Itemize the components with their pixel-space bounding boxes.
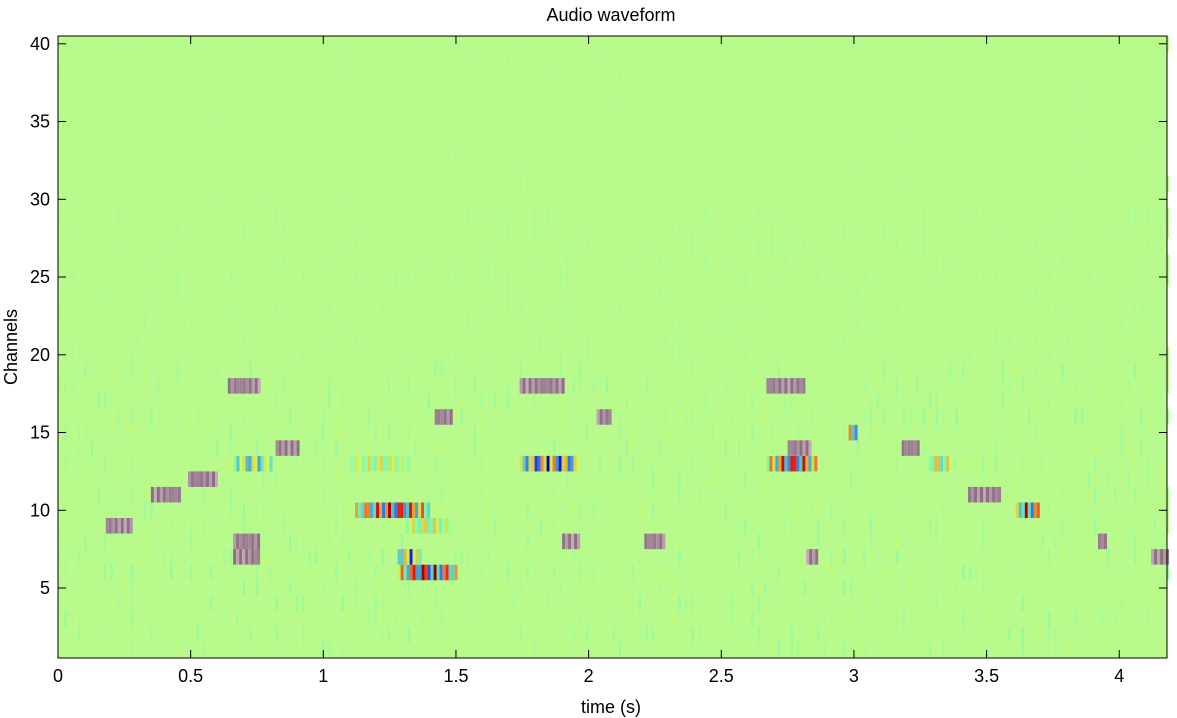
heatmap-event [275, 440, 300, 456]
heatmap-event [188, 471, 218, 487]
y-axis-label: Channels [1, 309, 21, 385]
heatmap-event [397, 564, 458, 581]
heatmap-event [806, 549, 819, 565]
x-axis: 0 0.5 1 1.5 2 2.5 3 3.5 4 [53, 36, 1124, 686]
heatmap-event [787, 440, 812, 456]
heatmap-event [397, 549, 422, 565]
plot-frame [57, 35, 1168, 659]
heatmap-event [1151, 549, 1170, 565]
heatmap-event [402, 518, 451, 534]
heatmap-event [596, 409, 612, 425]
heatmap-event [848, 424, 858, 441]
y-tick-label: 20 [30, 345, 50, 365]
y-tick-label: 15 [30, 423, 50, 443]
y-tick-label: 5 [40, 578, 50, 598]
x-tick-label: 2 [584, 666, 594, 686]
heatmap-event [349, 455, 410, 472]
plot-area [57, 35, 1170, 659]
x-tick-label: 3 [849, 666, 859, 686]
x-tick-label: 2.5 [709, 666, 734, 686]
heatmap-event [644, 533, 666, 550]
heatmap-event [233, 533, 261, 550]
heatmap-event [562, 533, 581, 550]
heatmap-event [519, 378, 565, 394]
x-tick-label: 0.5 [178, 666, 203, 686]
x-tick-label: 3.5 [974, 666, 999, 686]
x-tick-label: 1 [318, 666, 328, 686]
y-axis: 5 10 15 20 25 30 35 40 [30, 34, 1167, 598]
y-tick-label: 25 [30, 267, 50, 287]
heatmap-event [766, 455, 818, 472]
x-tick-label: 4 [1114, 666, 1124, 686]
heatmap-event [1098, 533, 1107, 550]
y-tick-label: 35 [30, 112, 50, 132]
heatmap-event [227, 378, 261, 394]
heatmap-event [105, 518, 133, 534]
y-tick-label: 30 [30, 189, 50, 209]
heatmap-event [355, 502, 431, 519]
x-axis-label: time (s) [581, 697, 641, 717]
heatmap-event [928, 455, 953, 472]
heatmap-event [230, 455, 273, 472]
heatmap-event [968, 486, 1001, 503]
heatmap-events [105, 378, 1170, 581]
x-tick-label: 1.5 [443, 666, 468, 686]
heatmap-event [766, 378, 806, 394]
chart-title: Audio waveform [546, 5, 675, 25]
heatmap-event [434, 409, 453, 425]
heatmap-event [519, 455, 580, 472]
y-tick-label: 10 [30, 500, 50, 520]
heatmap-texture [58, 36, 1169, 659]
heatmap-event [1015, 502, 1040, 519]
heatmap-event [901, 440, 920, 456]
x-tick-label: 0 [53, 666, 63, 686]
y-tick-label: 40 [30, 34, 50, 54]
heatmap-event [150, 486, 181, 503]
heatmap-event [233, 549, 261, 565]
